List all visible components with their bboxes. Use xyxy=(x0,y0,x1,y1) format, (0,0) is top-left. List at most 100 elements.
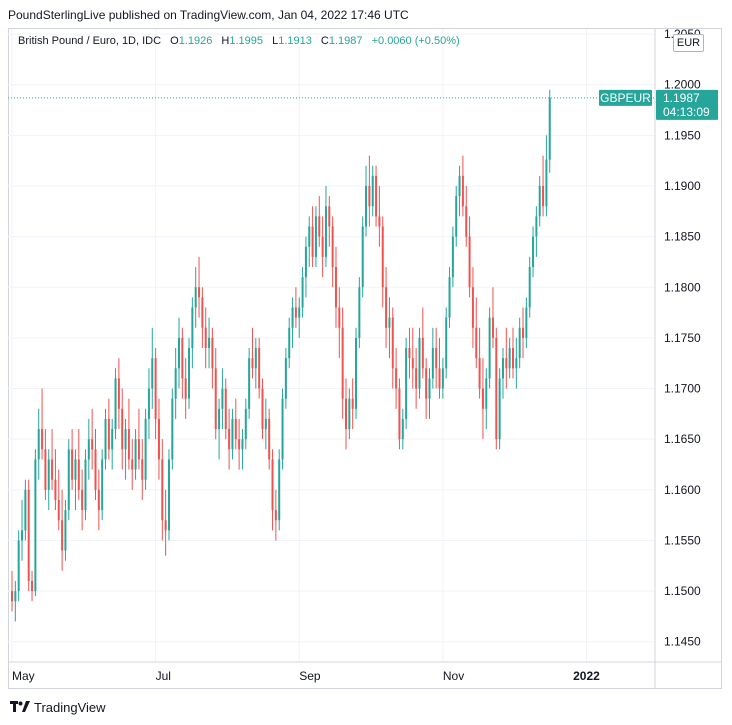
candle-body xyxy=(218,408,221,430)
candle-body xyxy=(171,398,174,460)
x-tick-label: Nov xyxy=(443,669,464,683)
candle-body xyxy=(505,358,508,369)
tradingview-logo-icon[interactable] xyxy=(10,701,30,713)
candle-body xyxy=(455,196,458,237)
candle-body xyxy=(398,388,401,440)
candle-body xyxy=(228,429,231,450)
candle-body xyxy=(385,287,388,328)
candle-body xyxy=(147,388,150,419)
candle-body xyxy=(97,489,100,511)
price-tag-value: 1.1987 xyxy=(663,91,700,105)
candle-body xyxy=(294,307,297,318)
legend-close-value: 1.1987 xyxy=(328,35,363,47)
y-tick-label: 1.2000 xyxy=(664,78,701,92)
candle-body xyxy=(81,489,84,511)
x-tick-label: Sep xyxy=(299,669,321,683)
candle-body xyxy=(114,378,117,430)
candle-body xyxy=(281,398,284,460)
candle-body xyxy=(405,348,408,419)
candle-body xyxy=(31,580,34,592)
candle-body xyxy=(244,408,247,440)
candle-body xyxy=(134,439,137,470)
candle-body xyxy=(91,439,94,450)
candle-body xyxy=(107,418,110,450)
candle-body xyxy=(291,307,294,328)
candle-body xyxy=(545,159,548,207)
candle-body xyxy=(144,418,147,480)
candle-body xyxy=(47,459,50,490)
y-tick-label: 1.1500 xyxy=(664,584,701,598)
candle-body xyxy=(94,449,97,490)
candle-body xyxy=(167,459,170,531)
candle-body xyxy=(324,206,327,257)
candle-body xyxy=(435,348,438,369)
candle-body xyxy=(508,348,511,369)
currency-badge[interactable]: EUR xyxy=(673,34,704,52)
candle-body xyxy=(498,378,501,440)
candle-body xyxy=(321,236,324,257)
candle-body xyxy=(438,368,441,389)
candle-body xyxy=(54,479,57,500)
candle-body xyxy=(154,358,157,419)
candle-body xyxy=(248,358,251,409)
candle-body xyxy=(251,358,254,369)
candle-body xyxy=(408,348,411,359)
candle-body xyxy=(341,327,344,399)
candle-body xyxy=(428,378,431,399)
candle-body xyxy=(515,358,518,369)
legend-low-label: L xyxy=(272,35,279,47)
candle-body xyxy=(11,591,13,602)
candle-body xyxy=(27,489,30,581)
candle-body xyxy=(131,459,134,470)
candle-body xyxy=(331,226,334,268)
candle-body xyxy=(201,297,204,328)
candle-body xyxy=(157,418,160,460)
candle-body xyxy=(87,439,90,460)
chart-legend: British Pound / Euro, 1D, IDC O1.1926 H1… xyxy=(18,35,466,47)
candle-body xyxy=(355,337,358,409)
candle-body xyxy=(522,327,525,338)
candle-body xyxy=(445,317,448,369)
candle-body xyxy=(271,459,274,511)
candle-body xyxy=(178,337,180,369)
candle-body xyxy=(448,277,451,318)
candle-body xyxy=(211,337,214,369)
candle-body xyxy=(451,236,454,278)
candle-body xyxy=(231,418,234,450)
candle-body xyxy=(304,246,307,278)
candle-body xyxy=(411,358,414,369)
y-tick-label: 1.1650 xyxy=(664,432,701,446)
candle-body xyxy=(348,398,351,430)
candle-body xyxy=(208,337,211,349)
candle-body xyxy=(137,439,140,460)
candle-body xyxy=(542,185,545,207)
legend-symbol[interactable]: British Pound / Euro, 1D, IDC xyxy=(18,35,162,47)
candle-body xyxy=(41,429,44,450)
candle-body xyxy=(101,459,104,511)
candle-body xyxy=(127,429,130,460)
chart-frame xyxy=(8,28,722,689)
candle-body xyxy=(481,388,484,409)
candle-body xyxy=(351,398,354,409)
candle-body xyxy=(415,368,418,389)
candle-body xyxy=(44,449,47,490)
candle-body xyxy=(475,327,478,359)
candle-body xyxy=(74,459,77,480)
candle-body xyxy=(278,459,281,521)
tradingview-brand[interactable]: TradingView xyxy=(34,700,106,715)
candle-body xyxy=(371,175,374,207)
candle-body xyxy=(188,348,191,399)
legend-high-label: H xyxy=(221,35,230,47)
candle-body xyxy=(258,348,261,389)
candle-body xyxy=(221,388,224,409)
candle-body xyxy=(184,378,187,399)
candle-body xyxy=(501,358,504,379)
candle-body xyxy=(491,317,494,338)
candle-body xyxy=(368,185,371,207)
candle-body xyxy=(77,459,80,490)
y-tick-label: 1.1550 xyxy=(664,533,701,547)
candle-body xyxy=(274,510,277,521)
candle-body xyxy=(441,368,444,389)
candle-body xyxy=(268,418,271,460)
